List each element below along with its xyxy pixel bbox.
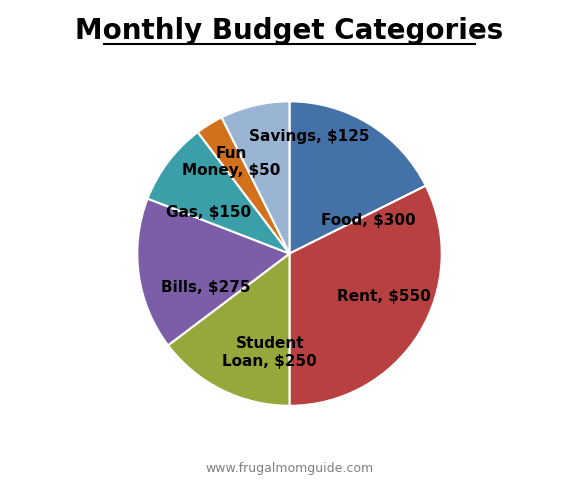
Wedge shape: [290, 101, 426, 254]
Wedge shape: [222, 101, 290, 254]
Wedge shape: [148, 132, 290, 254]
Text: www.frugalmomguide.com: www.frugalmomguide.com: [206, 462, 373, 475]
Text: Gas, $150: Gas, $150: [166, 205, 251, 220]
Text: Student
Loan, $250: Student Loan, $250: [222, 336, 317, 369]
Text: Bills, $275: Bills, $275: [161, 280, 251, 295]
Text: Rent, $550: Rent, $550: [337, 289, 431, 304]
Wedge shape: [290, 186, 442, 406]
Text: Savings, $125: Savings, $125: [249, 129, 369, 144]
Text: Food, $300: Food, $300: [321, 213, 416, 227]
Text: Fun
Money, $50: Fun Money, $50: [182, 146, 281, 178]
Wedge shape: [168, 254, 290, 406]
Wedge shape: [198, 117, 290, 254]
Wedge shape: [137, 199, 290, 345]
Text: Monthly Budget Categories: Monthly Budget Categories: [75, 17, 504, 45]
